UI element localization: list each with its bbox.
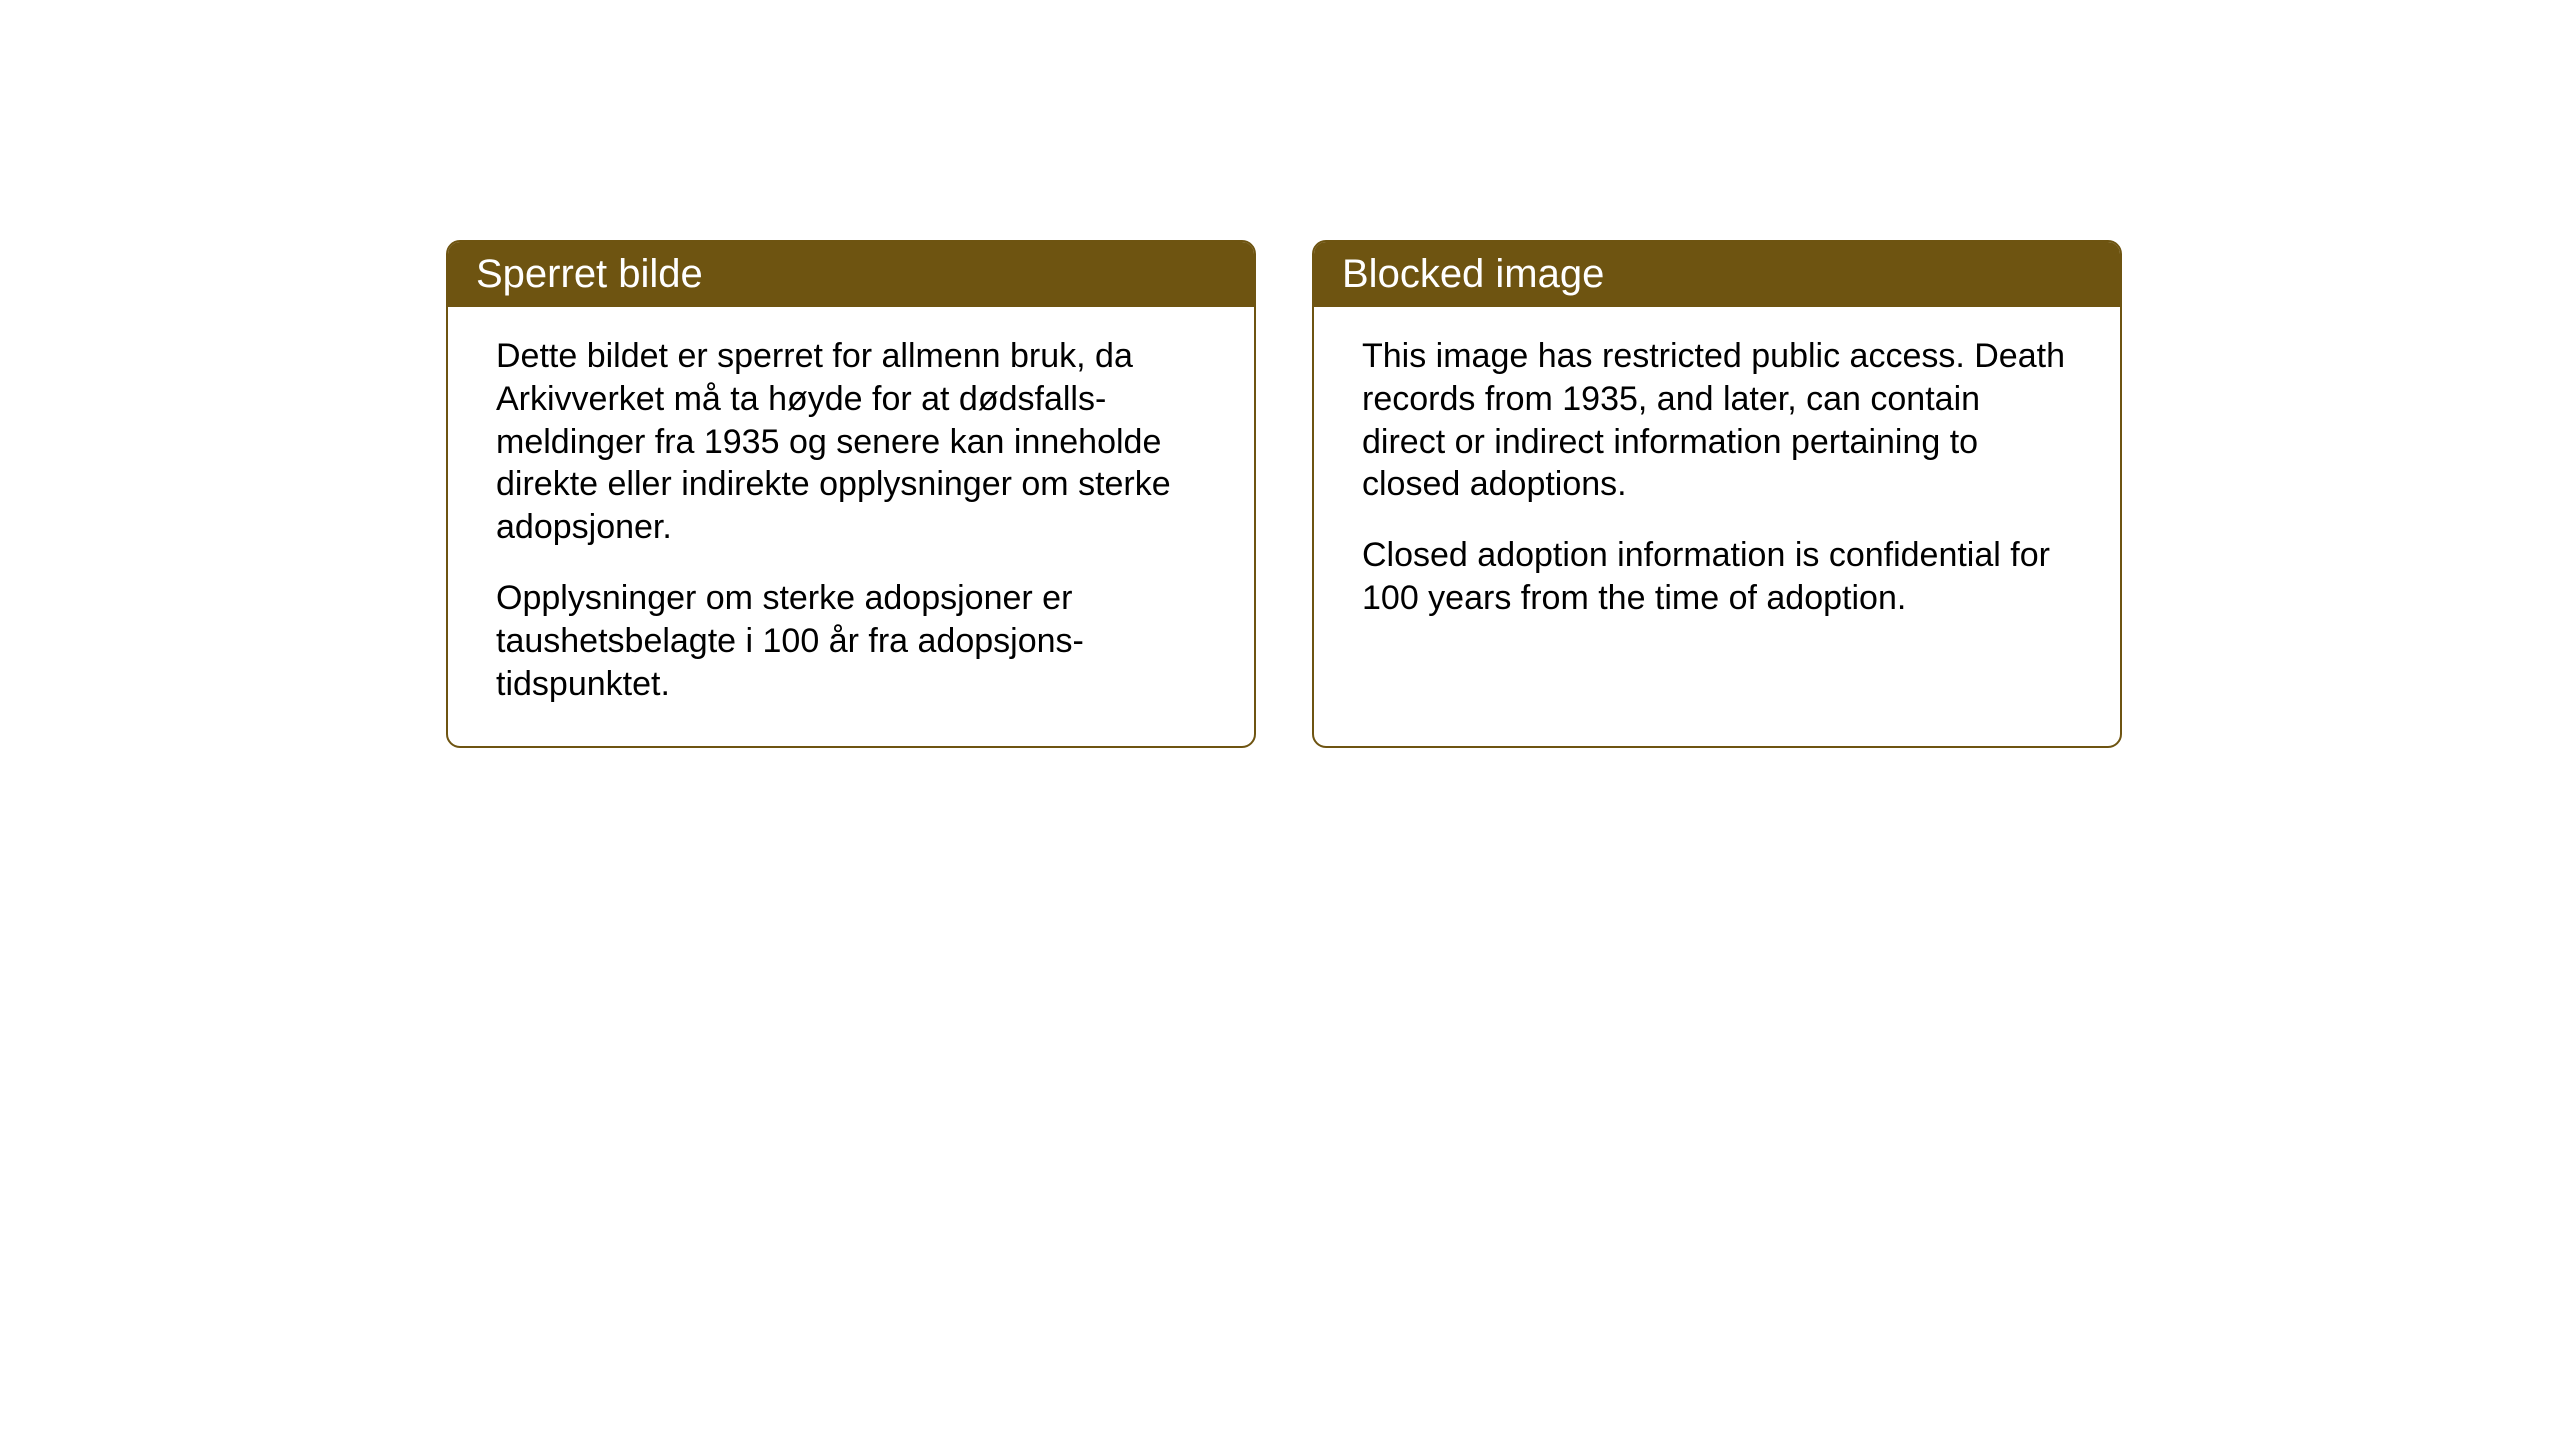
cards-container: Sperret bilde Dette bildet er sperret fo… [446,240,2122,748]
card-body-english: This image has restricted public access.… [1314,307,2120,660]
card-paragraph-2-english: Closed adoption information is confident… [1362,534,2072,620]
card-body-norwegian: Dette bildet er sperret for allmenn bruk… [448,307,1254,746]
card-english: Blocked image This image has restricted … [1312,240,2122,748]
card-paragraph-2-norwegian: Opplysninger om sterke adopsjoner er tau… [496,577,1206,705]
card-header-norwegian: Sperret bilde [448,242,1254,307]
card-title-norwegian: Sperret bilde [476,252,703,296]
card-norwegian: Sperret bilde Dette bildet er sperret fo… [446,240,1256,748]
card-paragraph-1-english: This image has restricted public access.… [1362,335,2072,506]
card-title-english: Blocked image [1342,252,1604,296]
card-header-english: Blocked image [1314,242,2120,307]
card-paragraph-1-norwegian: Dette bildet er sperret for allmenn bruk… [496,335,1206,549]
